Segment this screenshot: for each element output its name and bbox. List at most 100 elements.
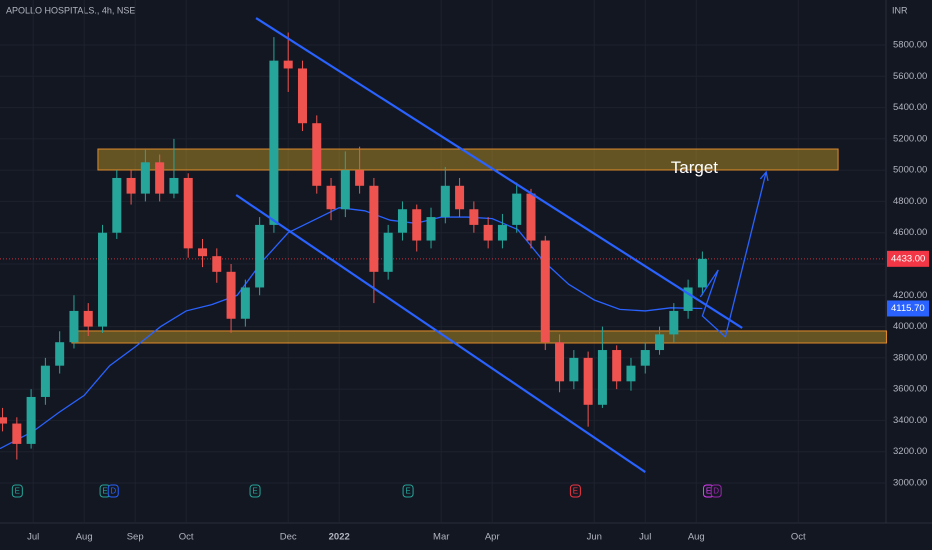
candle-body bbox=[312, 123, 322, 186]
candle-body bbox=[697, 258, 707, 288]
y-tick-label: 3200.00 bbox=[893, 446, 927, 457]
candle-body bbox=[140, 162, 150, 194]
event-marker bbox=[249, 484, 261, 498]
arrowhead bbox=[759, 170, 769, 181]
candle-body bbox=[183, 177, 193, 249]
candle-body bbox=[240, 287, 250, 319]
x-tick-label: Jun bbox=[587, 532, 602, 543]
candle-body bbox=[369, 185, 379, 272]
candle-body bbox=[640, 350, 650, 366]
candle-body bbox=[12, 423, 22, 444]
candle-body bbox=[512, 193, 522, 225]
event-label: D bbox=[110, 487, 116, 496]
candle-body bbox=[540, 240, 550, 343]
event-marker bbox=[402, 484, 414, 498]
candle-body bbox=[397, 209, 407, 233]
x-tick-label: Mar bbox=[433, 532, 449, 543]
candle-body bbox=[98, 232, 108, 327]
x-tick-label: Aug bbox=[76, 532, 93, 543]
y-tick-label: 3000.00 bbox=[893, 478, 927, 489]
candle-body bbox=[83, 310, 93, 327]
event-label: D bbox=[713, 487, 719, 496]
candle-body bbox=[583, 357, 593, 405]
y-tick-label: 3600.00 bbox=[893, 384, 927, 395]
candle-body bbox=[26, 396, 36, 444]
candle-body bbox=[497, 224, 507, 241]
candle-body bbox=[0, 417, 8, 424]
event-label: E bbox=[706, 487, 711, 496]
x-tick-label: Sep bbox=[127, 532, 144, 543]
candle-body bbox=[469, 209, 479, 225]
y-tick-label: 5600.00 bbox=[893, 71, 927, 82]
candle-body bbox=[112, 177, 122, 233]
trendline bbox=[235, 194, 646, 473]
candle-body bbox=[412, 209, 422, 241]
candle-body bbox=[455, 185, 465, 210]
x-tick-label: Jul bbox=[639, 532, 651, 543]
event-marker bbox=[569, 484, 581, 498]
event-marker bbox=[710, 484, 722, 498]
candle-body bbox=[483, 224, 493, 241]
candle-body bbox=[612, 350, 622, 382]
y-tick-label: 4800.00 bbox=[893, 196, 927, 207]
y-tick-label: 3400.00 bbox=[893, 415, 927, 426]
candle-body bbox=[569, 357, 579, 382]
event-marker bbox=[11, 484, 23, 498]
candle-body bbox=[40, 365, 50, 397]
candle-body bbox=[269, 60, 279, 225]
y-tick-label: 5400.00 bbox=[893, 102, 927, 113]
price-tag-label: 4115.70 bbox=[891, 303, 925, 314]
x-tick-label: Jul bbox=[27, 532, 39, 543]
y-tick-label: 5200.00 bbox=[893, 133, 927, 144]
price-tag bbox=[887, 250, 929, 267]
y-tick-label: 3800.00 bbox=[893, 352, 927, 363]
candle-body bbox=[683, 287, 693, 311]
candle-body bbox=[340, 170, 350, 210]
candle-body bbox=[440, 185, 450, 218]
candle-body bbox=[597, 350, 607, 405]
x-tick-label: Apr bbox=[485, 532, 500, 543]
price-zone bbox=[97, 148, 839, 171]
candle-body bbox=[426, 217, 436, 241]
currency-label: INR bbox=[892, 5, 908, 15]
candle-body bbox=[155, 162, 165, 194]
candle-body bbox=[297, 68, 307, 124]
x-tick-label: Aug bbox=[688, 532, 705, 543]
candle-body bbox=[326, 185, 336, 210]
annotation: Target bbox=[671, 158, 719, 177]
candle-body bbox=[626, 365, 636, 382]
candle-body bbox=[255, 224, 265, 288]
candle-body bbox=[355, 170, 365, 186]
moving-average-line bbox=[0, 207, 703, 450]
candle-body bbox=[383, 232, 393, 272]
event-label: E bbox=[15, 487, 20, 496]
price-tag-label: 4433.00 bbox=[891, 253, 925, 264]
event-label: E bbox=[252, 487, 257, 496]
x-tick-label: Oct bbox=[791, 532, 806, 543]
x-tick-label: Dec bbox=[280, 532, 297, 543]
candle-body bbox=[555, 342, 565, 382]
y-tick-label: 5000.00 bbox=[893, 165, 927, 176]
y-tick-label: 4200.00 bbox=[893, 290, 927, 301]
candle-body bbox=[198, 248, 208, 257]
event-label: E bbox=[573, 487, 578, 496]
candle-body bbox=[126, 177, 136, 194]
candle-body bbox=[212, 256, 222, 272]
x-tick-label: 2022 bbox=[329, 532, 350, 543]
projection-path bbox=[699, 171, 767, 339]
candle-body bbox=[669, 310, 679, 335]
event-marker bbox=[107, 484, 119, 498]
candle-body bbox=[169, 177, 179, 194]
y-tick-label: 4600.00 bbox=[893, 227, 927, 238]
candle-body bbox=[55, 342, 65, 366]
candle-body bbox=[526, 193, 536, 241]
candle-body bbox=[69, 310, 79, 343]
trendline bbox=[255, 17, 743, 329]
candle-body bbox=[283, 60, 293, 69]
candle-body bbox=[655, 334, 665, 351]
chart-title: APOLLO HOSPITALS., 4h, NSE bbox=[6, 5, 135, 15]
y-tick-label: 4000.00 bbox=[893, 321, 927, 332]
price-zone bbox=[71, 330, 888, 344]
